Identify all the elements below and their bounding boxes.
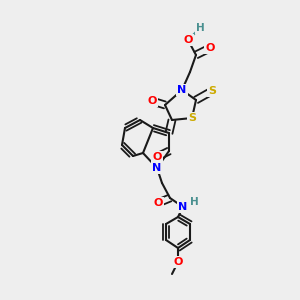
Text: S: S [208, 86, 216, 96]
Text: O: O [173, 257, 183, 267]
Text: O: O [153, 198, 163, 208]
Text: O: O [147, 96, 157, 106]
Text: N: N [152, 163, 162, 173]
Text: O: O [183, 35, 193, 45]
Text: N: N [178, 202, 188, 212]
Text: N: N [177, 85, 187, 95]
Text: H: H [190, 197, 198, 207]
Text: S: S [188, 113, 196, 123]
Text: O: O [152, 152, 162, 162]
Text: O: O [205, 43, 215, 53]
Text: H: H [196, 23, 204, 33]
